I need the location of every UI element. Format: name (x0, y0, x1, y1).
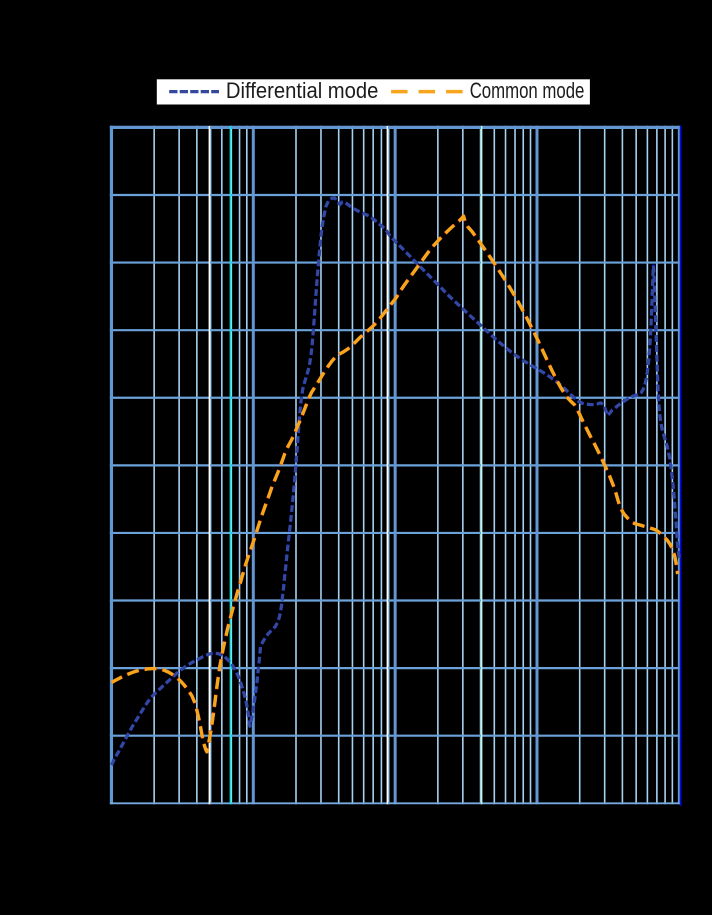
svg-text:Differential mode: Differential mode (226, 78, 379, 103)
svg-text:Common mode: Common mode (470, 78, 585, 103)
